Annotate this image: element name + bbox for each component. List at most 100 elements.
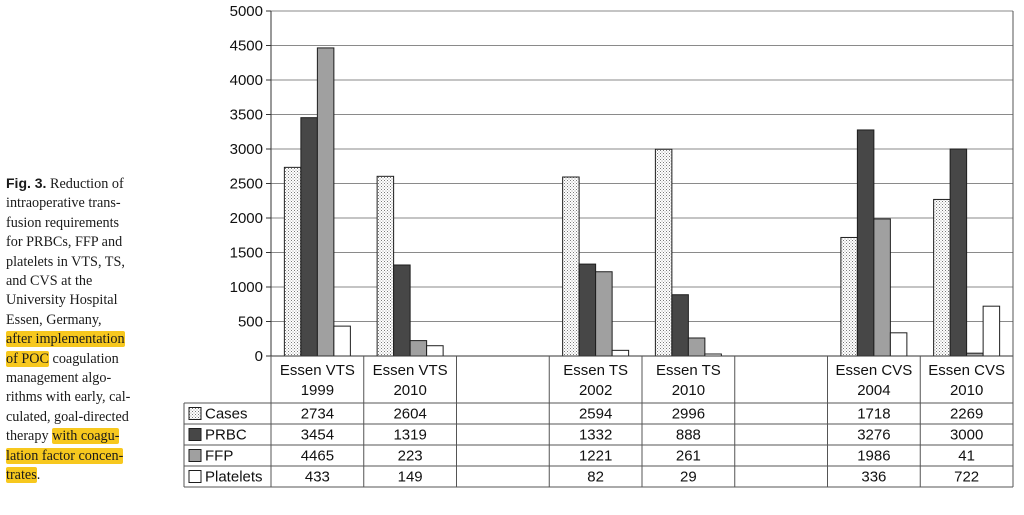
data-label: 3000 <box>950 427 983 444</box>
caption-highlight: lation factor concen- <box>6 447 124 464</box>
bar-cases <box>283 166 302 357</box>
bar-ffp <box>873 218 891 357</box>
y-tick-label: 500 <box>238 314 263 331</box>
caption-line: trates. <box>6 466 164 485</box>
bar-prbc <box>578 263 597 357</box>
legend-swatch-platelets <box>188 470 202 483</box>
category-year: 2010 <box>672 382 705 399</box>
bar-cases <box>840 236 858 357</box>
bar-platelets <box>333 325 351 357</box>
bar-cases <box>933 198 951 357</box>
data-label: 29 <box>680 469 697 486</box>
bar-prbc <box>300 117 318 357</box>
bar-prbc <box>856 129 875 357</box>
legend-swatch-cases <box>188 407 202 420</box>
y-tick-label: 1000 <box>230 279 263 296</box>
caption-line: rithms with early, cal- <box>6 388 164 407</box>
bar-platelets <box>982 305 1001 357</box>
legend-label: FFP <box>205 448 233 465</box>
data-label: 3276 <box>857 427 890 444</box>
data-label: 261 <box>676 448 701 465</box>
data-label: 2996 <box>672 406 705 423</box>
category-year: 2004 <box>857 382 890 399</box>
data-label: 722 <box>954 469 979 486</box>
data-label: 1319 <box>393 427 426 444</box>
bar-platelets <box>611 349 630 357</box>
data-label: 3454 <box>301 427 334 444</box>
legend-swatch-prbc <box>188 428 202 441</box>
bar-prbc <box>949 148 968 357</box>
caption-highlight: after implementation <box>6 331 125 348</box>
data-label: 2734 <box>301 406 334 423</box>
caption-text: fusion requirements <box>6 214 120 231</box>
y-tick-label: 2500 <box>230 176 263 193</box>
data-label: 1332 <box>579 427 612 444</box>
category-year: 2010 <box>950 382 983 399</box>
category-label: Essen TS <box>563 362 628 379</box>
caption-line: for PRBCs, FFP and <box>6 233 164 252</box>
data-label: 2269 <box>950 406 983 423</box>
bar-prbc <box>671 294 689 357</box>
caption-highlight: of POC <box>6 350 49 367</box>
category-label: Essen TS <box>656 362 721 379</box>
y-tick-label: 3000 <box>230 141 263 158</box>
caption-text: management algo- <box>6 370 112 387</box>
caption-line: and CVS at the <box>6 272 164 291</box>
legend-swatch-ffp <box>188 449 202 462</box>
data-label: 2604 <box>393 406 426 423</box>
category-year: 1999 <box>301 382 334 399</box>
data-label: 433 <box>305 469 330 486</box>
y-tick-label: 4000 <box>230 72 263 89</box>
caption-highlight: trates <box>6 467 37 484</box>
caption-line: after implementation <box>6 330 164 349</box>
caption-line: University Hospital <box>6 291 164 310</box>
data-label: 1718 <box>857 406 890 423</box>
data-label: 336 <box>861 469 886 486</box>
bar-ffp <box>409 340 428 357</box>
caption-text: Essen, Germany, <box>6 311 102 328</box>
caption-text: for PRBCs, FFP and <box>6 234 123 251</box>
legend-label: PRBC <box>205 427 247 444</box>
caption-line: Essen, Germany, <box>6 311 164 330</box>
data-label: 149 <box>398 469 423 486</box>
caption-line: fusion requirements <box>6 214 164 233</box>
category-year: 2002 <box>579 382 612 399</box>
figure-label: Fig. 3. <box>6 175 47 191</box>
category-label: Essen CVS <box>928 362 1005 379</box>
data-label: 4465 <box>301 448 334 465</box>
caption-text: culated, goal-directed <box>6 408 129 425</box>
caption-text: coagulation <box>48 350 119 367</box>
caption-text: Reduction of <box>46 176 124 192</box>
legend-label: Cases <box>205 406 248 423</box>
caption-text: rithms with early, cal- <box>6 389 131 406</box>
data-label: 41 <box>958 448 975 465</box>
category-label: Essen VTS <box>373 362 448 379</box>
category-label: Essen VTS <box>280 362 355 379</box>
figure-caption: Fig. 3. Reduction of intraoperative trans… <box>6 174 164 486</box>
category-label: Essen CVS <box>836 362 913 379</box>
y-tick-label: 3500 <box>230 107 263 124</box>
y-tick-label: 1500 <box>230 245 263 262</box>
bar-cases <box>654 148 673 357</box>
caption-line: platelets in VTS, TS, <box>6 253 164 272</box>
bar-platelets <box>889 332 908 357</box>
caption-line: of POC coagulation <box>6 350 164 369</box>
caption-line: lation factor concen- <box>6 447 164 466</box>
y-tick-label: 4500 <box>230 38 263 55</box>
caption-line: Fig. 3. Reduction of <box>6 174 164 194</box>
bar-ffp <box>316 47 335 357</box>
category-year: 2010 <box>393 382 426 399</box>
legend-label: Platelets <box>205 469 263 486</box>
y-tick-label: 5000 <box>230 3 263 20</box>
data-label: 1986 <box>857 448 890 465</box>
caption-line: intraoperative trans- <box>6 194 164 213</box>
data-label: 2594 <box>579 406 612 423</box>
bar-prbc <box>393 264 411 357</box>
data-label: 223 <box>398 448 423 465</box>
caption-line: therapy with coagu- <box>6 427 164 446</box>
bar-platelets <box>426 345 444 357</box>
bar-cases <box>562 176 580 357</box>
caption-text: University Hospital <box>6 292 118 309</box>
bar-ffp <box>687 337 706 357</box>
